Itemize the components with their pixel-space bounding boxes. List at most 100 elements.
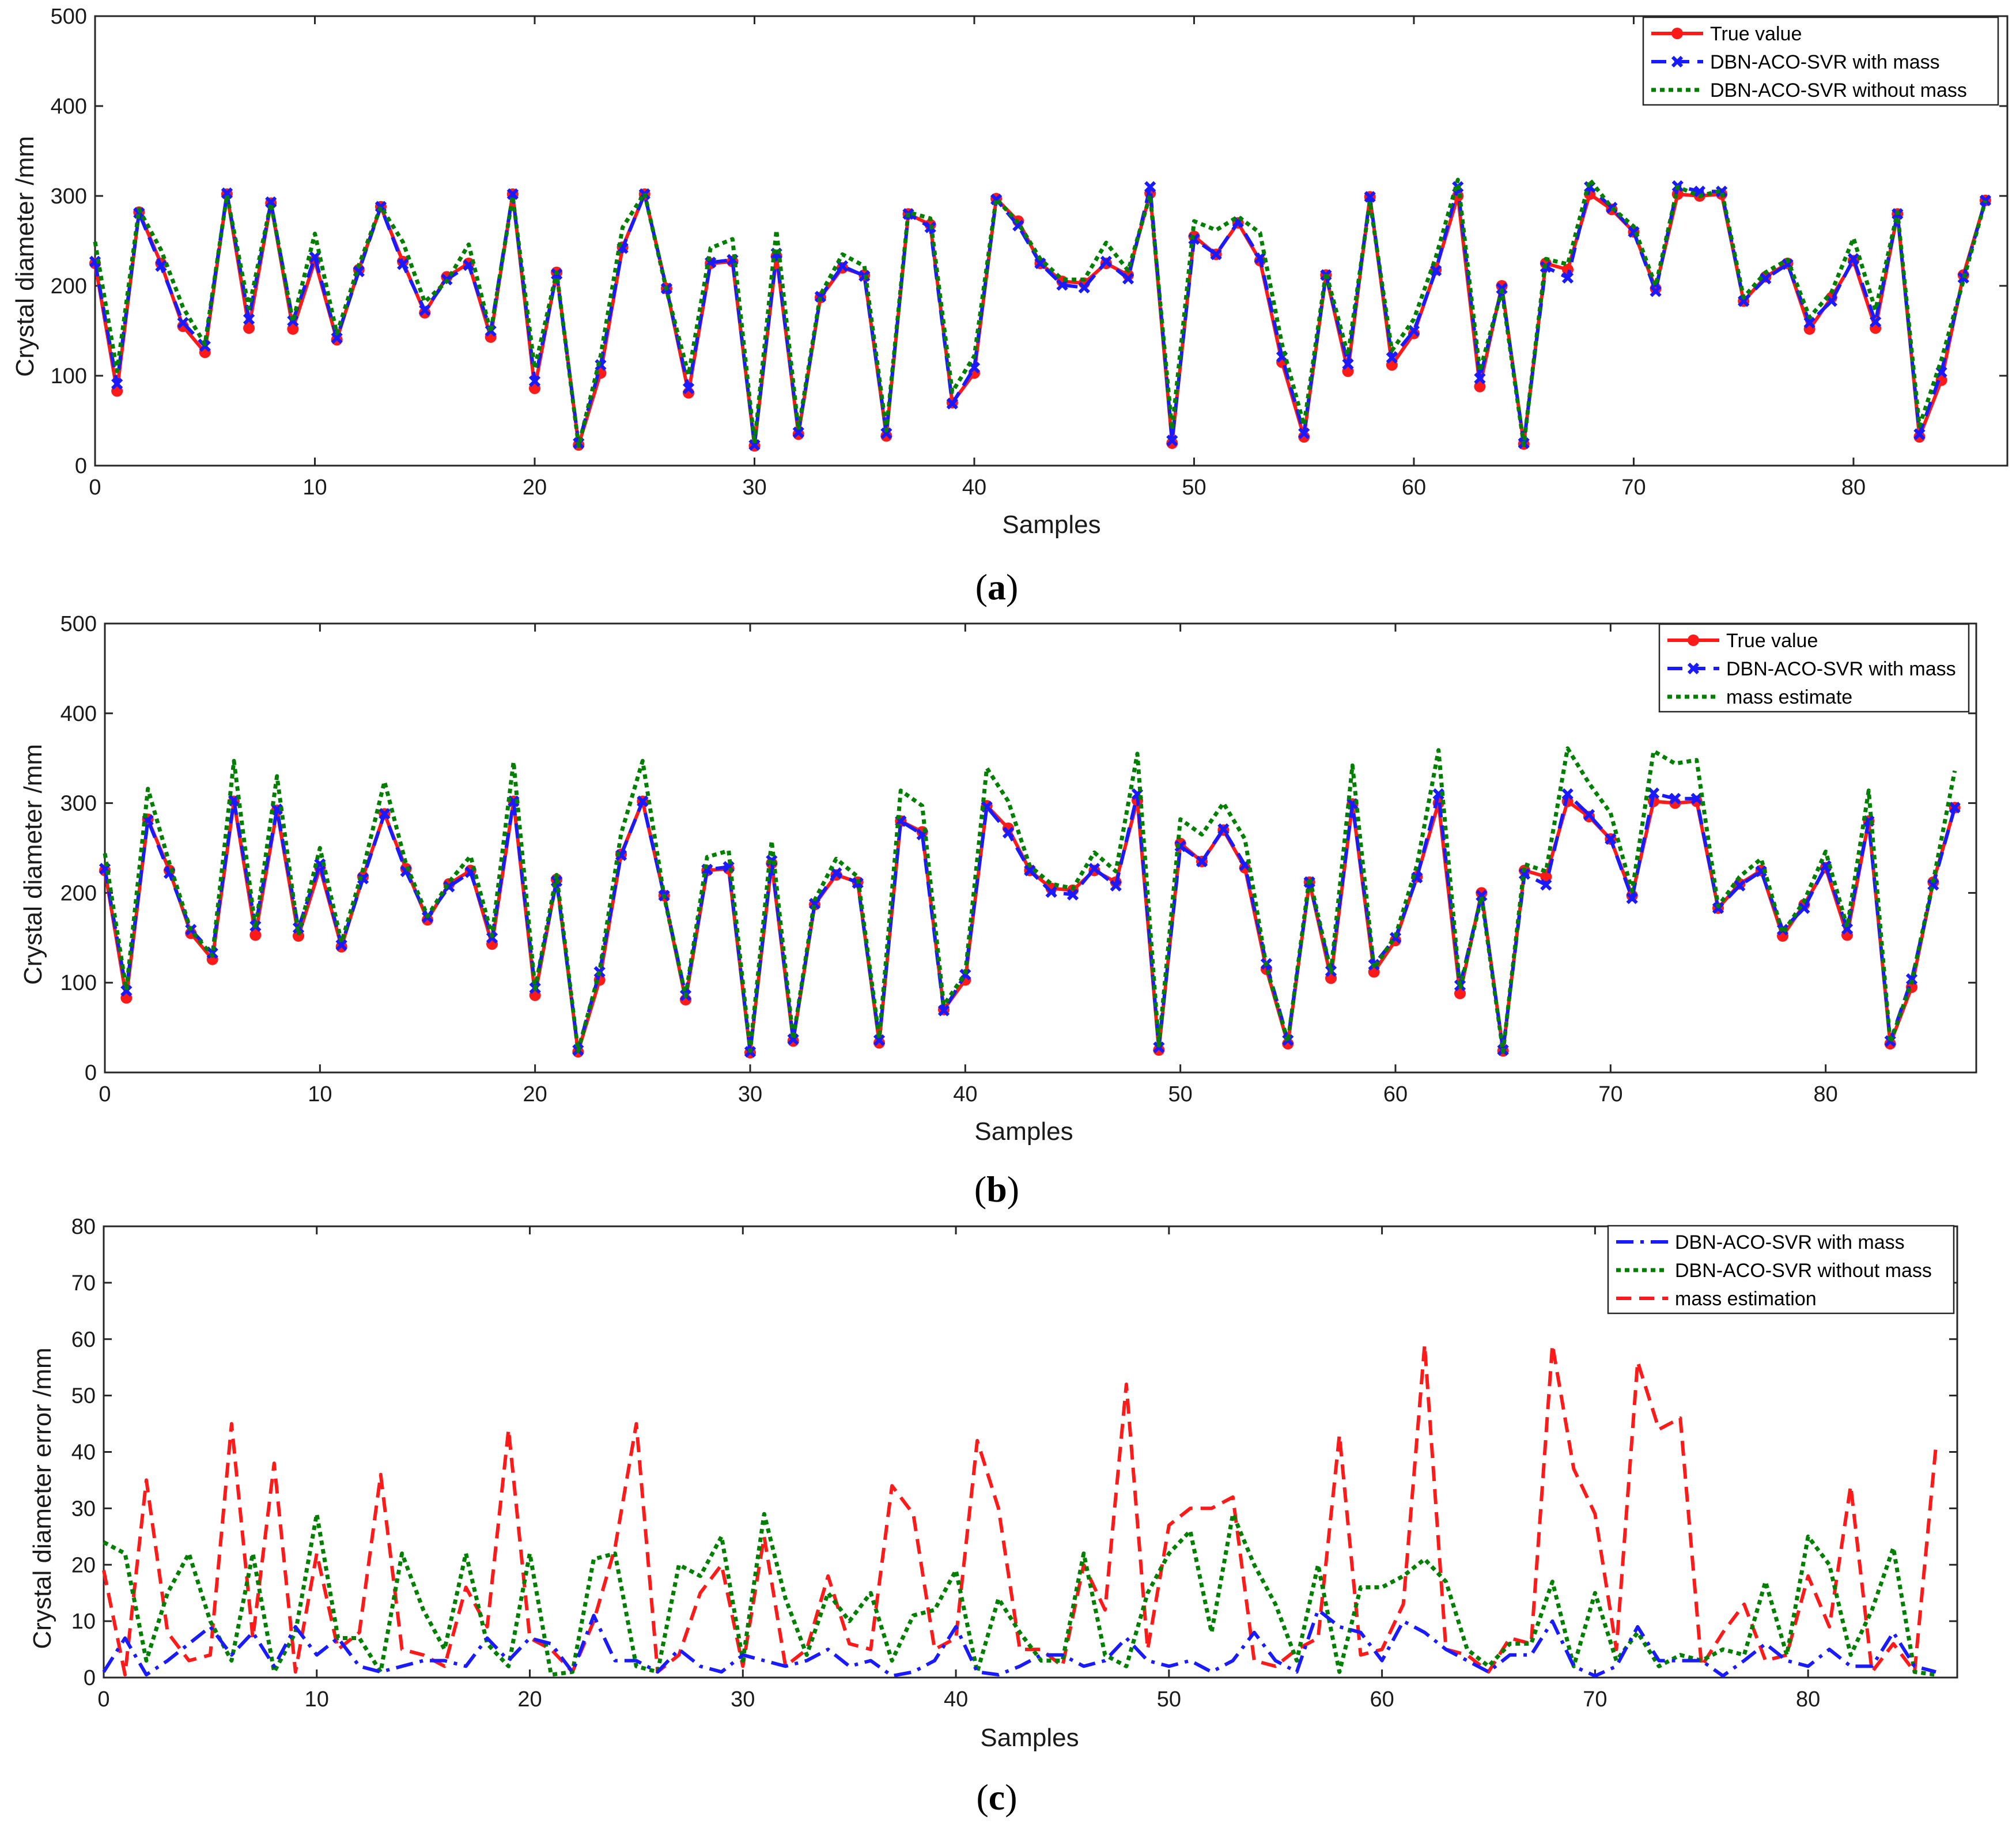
data-point <box>1066 889 1079 901</box>
data-point <box>1217 823 1230 835</box>
data-point <box>1755 865 1767 878</box>
x-tick-label: 50 <box>1168 1082 1193 1106</box>
data-point <box>265 196 277 209</box>
y-tick-label: 400 <box>60 702 97 726</box>
x-tick-label: 50 <box>1157 1687 1181 1712</box>
series-line <box>93 184 1987 447</box>
x-tick-label: 60 <box>1402 475 1426 500</box>
y-tick-label: 500 <box>51 5 87 29</box>
data-point <box>1690 792 1703 804</box>
legend-label: mass estimation <box>1675 1288 1817 1310</box>
panel-c-series-0 <box>102 1608 1936 1678</box>
panel-b-plot-area: 0 100 200 300 400 500 0 10 20 30 40 50 60 70 80 <box>60 612 1977 1106</box>
x-tick-label: 10 <box>308 1082 332 1106</box>
data-point <box>1078 281 1090 294</box>
y-tick-label: 10 <box>71 1610 96 1634</box>
data-point <box>1476 887 1488 899</box>
y-tick-label: 0 <box>85 1061 97 1085</box>
data-point <box>1254 252 1266 264</box>
data-point <box>249 929 262 941</box>
y-tick-label: 300 <box>60 792 97 816</box>
data-point <box>335 939 347 951</box>
data-point <box>1002 826 1015 839</box>
x-tick-label: 10 <box>302 475 327 500</box>
x-tick-label: 40 <box>962 475 986 500</box>
panel-b-ylabel: Crystal diameter /mm <box>19 744 47 985</box>
data-point <box>1884 1038 1896 1050</box>
legend-label: True value <box>1726 630 1818 652</box>
legend-label: DBN-ACO-SVR without mass <box>1710 80 1967 101</box>
y-tick-label: 100 <box>51 364 87 388</box>
data-point <box>1088 863 1100 875</box>
x-tick-label: 70 <box>1583 1687 1607 1712</box>
series-line <box>103 798 1957 1055</box>
x-tick-label: 80 <box>1814 1082 1838 1106</box>
y-tick-label: 0 <box>84 1666 96 1690</box>
series-line <box>102 1608 1936 1678</box>
data-point <box>1496 280 1508 292</box>
panel-a-axes-box <box>94 15 2009 467</box>
x-tick-label: 30 <box>742 475 766 500</box>
panel-b-caption: (b) <box>974 1169 1019 1210</box>
x-tick-label: 50 <box>1182 475 1206 500</box>
data-point <box>309 251 321 263</box>
data-point <box>1650 285 1662 297</box>
legend-marker <box>1687 662 1700 675</box>
x-tick-label: 60 <box>1370 1687 1394 1712</box>
data-point <box>1913 431 1926 443</box>
panel-c-caption: (c) <box>976 1777 1017 1818</box>
data-point <box>1474 372 1486 384</box>
data-point <box>1122 273 1134 285</box>
x-tick-label: 40 <box>944 1687 968 1712</box>
data-point <box>1411 871 1423 884</box>
data-point <box>1034 257 1046 270</box>
y-tick-label: 500 <box>60 612 97 636</box>
panel-a-series-2 <box>93 177 1988 448</box>
legend-label: DBN-ACO-SVR with mass <box>1675 1232 1905 1253</box>
legend-marker <box>1688 634 1699 646</box>
data-point <box>1841 923 1854 935</box>
data-point <box>873 1034 886 1047</box>
data-point <box>1429 265 1442 277</box>
data-point <box>880 430 892 442</box>
series-line <box>103 746 1957 1054</box>
data-point <box>1298 427 1310 439</box>
panel-b-xlabel: Samples <box>974 1117 1073 1146</box>
y-tick-label: 400 <box>51 95 87 119</box>
data-point <box>443 881 455 893</box>
data-point <box>1647 787 1660 799</box>
data-point <box>1734 879 1746 892</box>
data-point <box>937 1004 950 1017</box>
data-point <box>1210 248 1222 260</box>
x-tick-label: 30 <box>738 1082 762 1106</box>
panel-b-caption-letter: b <box>986 1169 1007 1210</box>
data-point <box>792 426 804 439</box>
x-tick-label: 70 <box>1621 475 1646 500</box>
data-point <box>1738 295 1750 307</box>
series-line <box>93 191 1987 448</box>
panel-c-legend: DBN-ACO-SVR with mass DBN-ACO-SVR without… <box>1607 1225 1955 1314</box>
x-tick-label: 20 <box>523 475 547 500</box>
data-point <box>1045 886 1057 898</box>
data-point <box>111 377 123 390</box>
chart-panel-a: 0 100 200 300 400 500 0 10 20 30 40 50 60 70 80 Sample… <box>11 5 2009 607</box>
y-tick-label: 200 <box>60 881 97 905</box>
data-point <box>357 872 369 885</box>
x-tick-label: 40 <box>953 1082 977 1106</box>
data-point <box>1626 892 1638 904</box>
x-tick-label: 80 <box>1796 1687 1820 1712</box>
data-point <box>89 255 101 268</box>
data-point <box>1715 186 1728 198</box>
series-line <box>102 1343 1938 1677</box>
data-point <box>1153 1044 1165 1056</box>
y-tick-label: 30 <box>71 1497 96 1521</box>
data-point <box>1386 352 1398 364</box>
panel-a-ylabel: Crystal diameter /mm <box>11 136 39 377</box>
x-tick-label: 0 <box>99 1082 111 1106</box>
y-tick-label: 200 <box>51 274 87 299</box>
data-point <box>221 187 233 199</box>
panel-a-caption-letter: a <box>988 566 1006 607</box>
chart-panel-b: 0 100 200 300 400 500 0 10 20 30 40 50 60 70 80 Sample… <box>19 612 1977 1210</box>
data-point <box>1798 902 1810 915</box>
data-point <box>946 398 958 410</box>
